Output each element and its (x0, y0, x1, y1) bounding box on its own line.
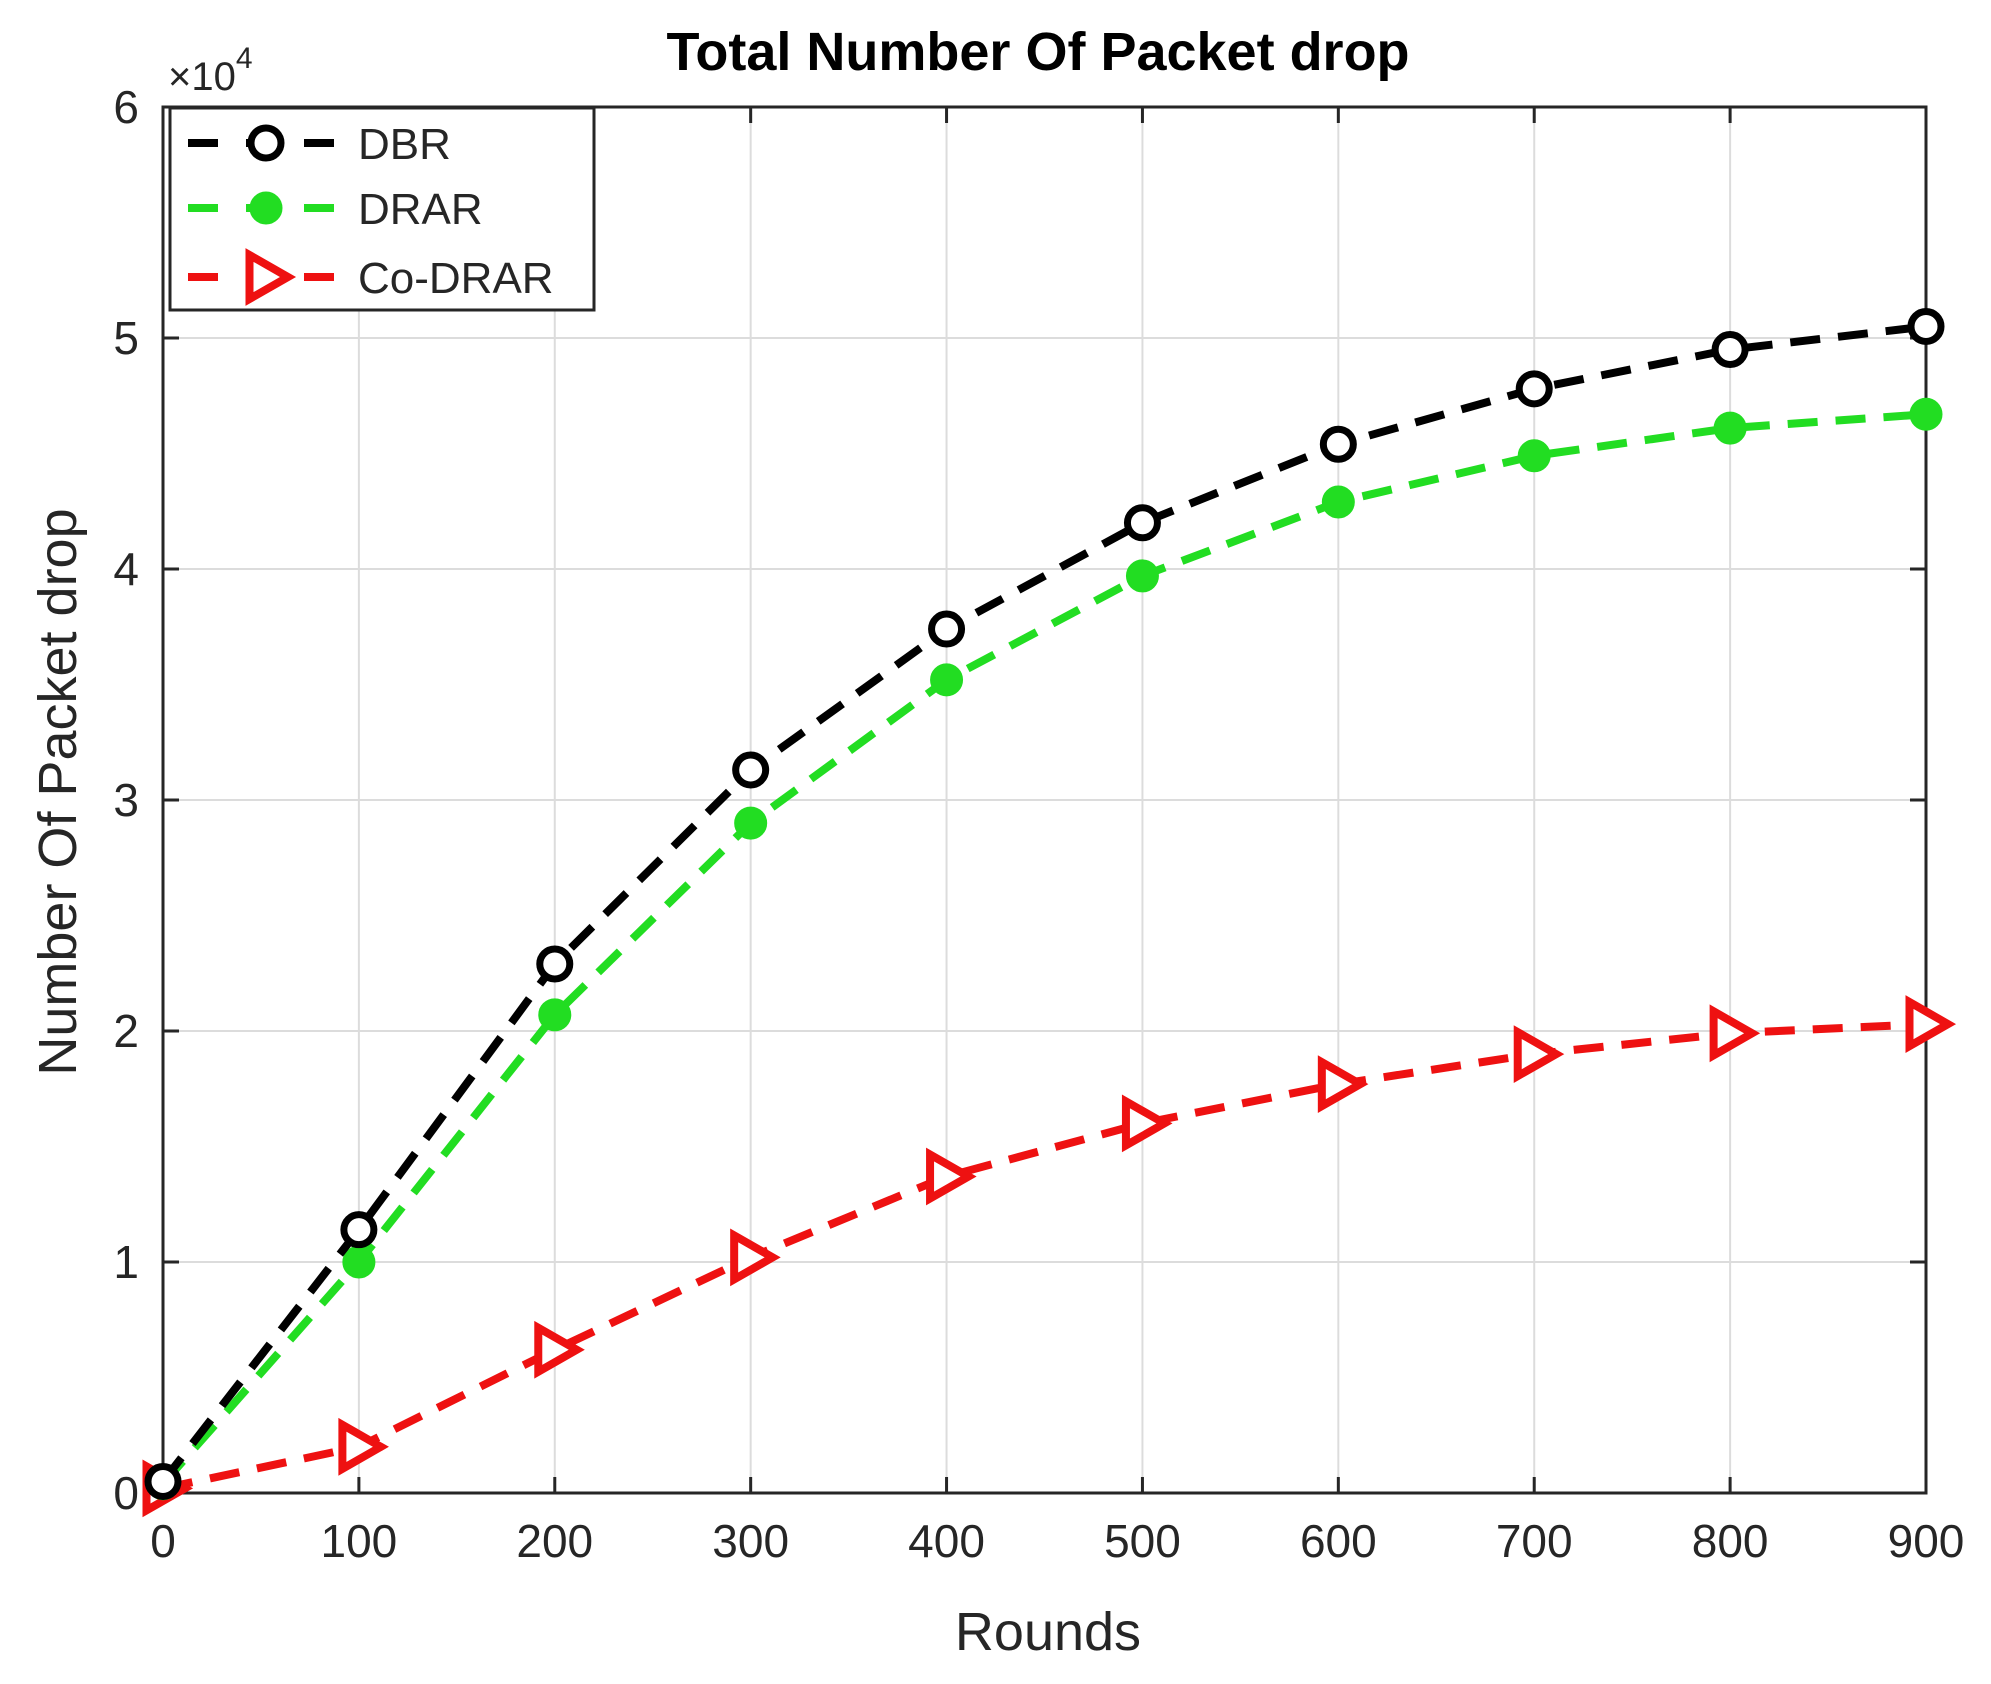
legend-entry: Co-DRAR (188, 248, 554, 306)
series-dbr (144, 307, 1945, 1500)
x-tick-label: 100 (321, 1515, 398, 1567)
y-tick-label: 2 (113, 1005, 139, 1057)
data-point (534, 1320, 585, 1379)
data-point (144, 1462, 182, 1500)
x-tick-label: 300 (712, 1515, 789, 1567)
data-point (538, 998, 572, 1032)
data-point (340, 1211, 378, 1249)
data-point (1907, 307, 1945, 345)
series-line (159, 322, 1927, 1484)
data-point (926, 1147, 977, 1206)
data-point (1709, 1004, 1761, 1063)
data-point (1909, 397, 1943, 431)
legend-entry: DBR (188, 120, 451, 169)
x-tick-label: 600 (1300, 1515, 1377, 1567)
data-point (342, 1245, 376, 1279)
x-tick-label: 0 (150, 1515, 176, 1567)
x-tick-label: 500 (1104, 1515, 1181, 1567)
legend: DBR DRAR Co-DRAR (168, 106, 596, 312)
data-point (1317, 1055, 1369, 1114)
series-co-drar (142, 995, 1957, 1518)
legend-box (168, 106, 596, 312)
data-point (338, 1417, 389, 1476)
data-point (1515, 370, 1553, 408)
y-tick-label: 5 (113, 312, 139, 364)
data-point (730, 1228, 781, 1287)
x-tick-label: 200 (516, 1515, 593, 1567)
data-point (1321, 485, 1355, 519)
series-drar (146, 397, 1943, 1501)
series-line (160, 410, 1927, 1487)
data-point (930, 663, 964, 697)
legend-label: DRAR (358, 185, 483, 234)
legend-entry: DRAR (188, 185, 483, 234)
series-line (162, 1020, 1927, 1493)
axis-ticks: 0 100 200 300 400 500 600 700 800 900 0 1 2 3 4 5 6 (113, 81, 1964, 1567)
data-point (1905, 995, 1957, 1053)
legend-marker (245, 248, 297, 306)
y-axis-label: Number Of Packet drop (28, 508, 88, 1075)
data-point (732, 751, 770, 789)
legend-label: Co-DRAR (358, 254, 554, 303)
y-tick-label: 0 (113, 1467, 139, 1519)
data-point (1711, 331, 1749, 369)
x-tick-label: 700 (1496, 1515, 1573, 1567)
legend-marker (247, 124, 285, 162)
x-tick-label: 900 (1888, 1515, 1965, 1567)
y-multiplier-label: ×104 (168, 42, 253, 99)
data-point (1123, 504, 1161, 542)
data-point (1121, 1094, 1173, 1153)
y-tick-label: 3 (113, 774, 139, 826)
legend-marker (249, 191, 283, 225)
y-multiplier-exponent: 4 (236, 42, 253, 75)
y-tick-label: 4 (113, 543, 139, 595)
series-layer (142, 307, 1957, 1518)
y-tick-label: 1 (113, 1236, 139, 1288)
y-multiplier-base: ×10 (168, 55, 236, 99)
x-tick-label: 800 (1692, 1515, 1769, 1567)
data-point (734, 806, 768, 840)
data-point (1319, 425, 1357, 463)
data-point (1513, 1025, 1565, 1083)
y-tick-label: 6 (113, 81, 139, 133)
legend-label: DBR (358, 120, 451, 169)
x-tick-label: 400 (908, 1515, 985, 1567)
data-point (928, 610, 966, 648)
data-point (1125, 559, 1159, 593)
x-axis-label: Rounds (955, 1602, 1141, 1662)
data-point (536, 945, 574, 983)
data-point (1713, 411, 1747, 445)
chart-title: Total Number Of Packet drop (666, 22, 1409, 82)
data-point (1517, 439, 1551, 473)
